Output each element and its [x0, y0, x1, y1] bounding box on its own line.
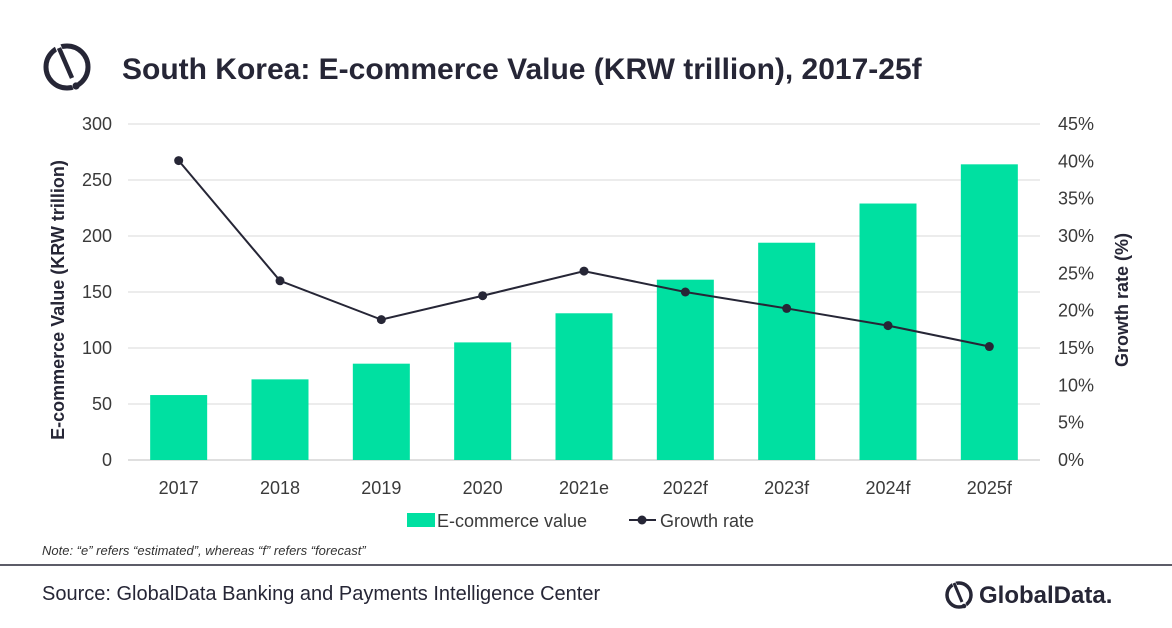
y-tick-label: 150 — [82, 282, 112, 302]
y2-tick-label: 40% — [1058, 151, 1094, 171]
bar — [555, 313, 613, 460]
bar — [960, 164, 1018, 460]
line-point — [478, 291, 488, 301]
x-tick-label: 2021e — [559, 478, 609, 498]
chart-title: South Korea: E-commerce Value (KRW trill… — [122, 53, 923, 86]
right-axis-ticks: 0% 5% 10% 15% 20% 25% 30% 35% 40% 45% — [1058, 114, 1094, 470]
y2-tick-label: 15% — [1058, 338, 1094, 358]
legend-bar-swatch — [407, 513, 435, 527]
bar — [150, 395, 208, 460]
bar — [656, 279, 714, 460]
x-tick-label: 2023f — [764, 478, 810, 498]
source-text: Source: GlobalData Banking and Payments … — [42, 583, 600, 605]
x-tick-label: 2019 — [361, 478, 401, 498]
x-tick-label: 2025f — [967, 478, 1013, 498]
y2-tick-label: 25% — [1058, 263, 1094, 283]
y2-tick-label: 30% — [1058, 226, 1094, 246]
x-tick-label: 2022f — [663, 478, 709, 498]
line-point — [782, 303, 792, 313]
y-axis-title: E-commerce Value (KRW trillion) — [48, 160, 68, 440]
y-tick-label: 0 — [102, 450, 112, 470]
footnote: Note: “e” refers “estimated”, whereas “f… — [42, 543, 366, 558]
y-tick-label: 300 — [82, 114, 112, 134]
line-point — [984, 342, 994, 352]
legend: E-commerce value Growth rate — [407, 511, 754, 531]
x-tick-label: 2017 — [159, 478, 199, 498]
line-point — [376, 315, 386, 325]
y2-tick-label: 45% — [1058, 114, 1094, 134]
legend-label-bar: E-commerce value — [437, 511, 587, 531]
x-tick-label: 2018 — [260, 478, 300, 498]
bar — [859, 203, 917, 460]
bar — [454, 342, 512, 460]
y2-tick-label: 5% — [1058, 413, 1084, 433]
bar — [352, 363, 410, 460]
line-point — [174, 156, 184, 166]
y-tick-label: 100 — [82, 338, 112, 358]
y2-tick-label: 10% — [1058, 375, 1094, 395]
legend-label-line: Growth rate — [660, 511, 754, 531]
y-tick-label: 50 — [92, 394, 112, 414]
x-tick-label: 2020 — [463, 478, 503, 498]
y2-axis-title: Growth rate (%) — [1112, 233, 1132, 367]
legend-marker-icon — [637, 515, 647, 525]
y2-tick-label: 20% — [1058, 301, 1094, 321]
y2-tick-label: 35% — [1058, 189, 1094, 209]
line-point — [883, 321, 893, 331]
x-axis-ticks: 2017 2018 2019 2020 2021e 2022f 2023f 2024f 2025… — [159, 478, 1013, 498]
bar-series — [150, 164, 1018, 460]
brand-logo: GlobalData. — [945, 580, 1112, 610]
line-point — [579, 266, 589, 276]
left-axis-ticks: 0 50 100 150 200 250 300 — [82, 114, 112, 470]
y-tick-label: 250 — [82, 170, 112, 190]
y-tick-label: 200 — [82, 226, 112, 246]
brand-logo-icon — [945, 580, 973, 610]
y2-tick-label: 0% — [1058, 450, 1084, 470]
bar — [758, 242, 816, 460]
line-point — [275, 276, 285, 286]
x-tick-label: 2024f — [865, 478, 911, 498]
line-point — [680, 287, 690, 297]
line-series — [174, 156, 994, 352]
globaldata-logo-icon — [43, 42, 91, 92]
brand-name: GlobalData. — [979, 582, 1112, 609]
bar — [251, 379, 309, 460]
